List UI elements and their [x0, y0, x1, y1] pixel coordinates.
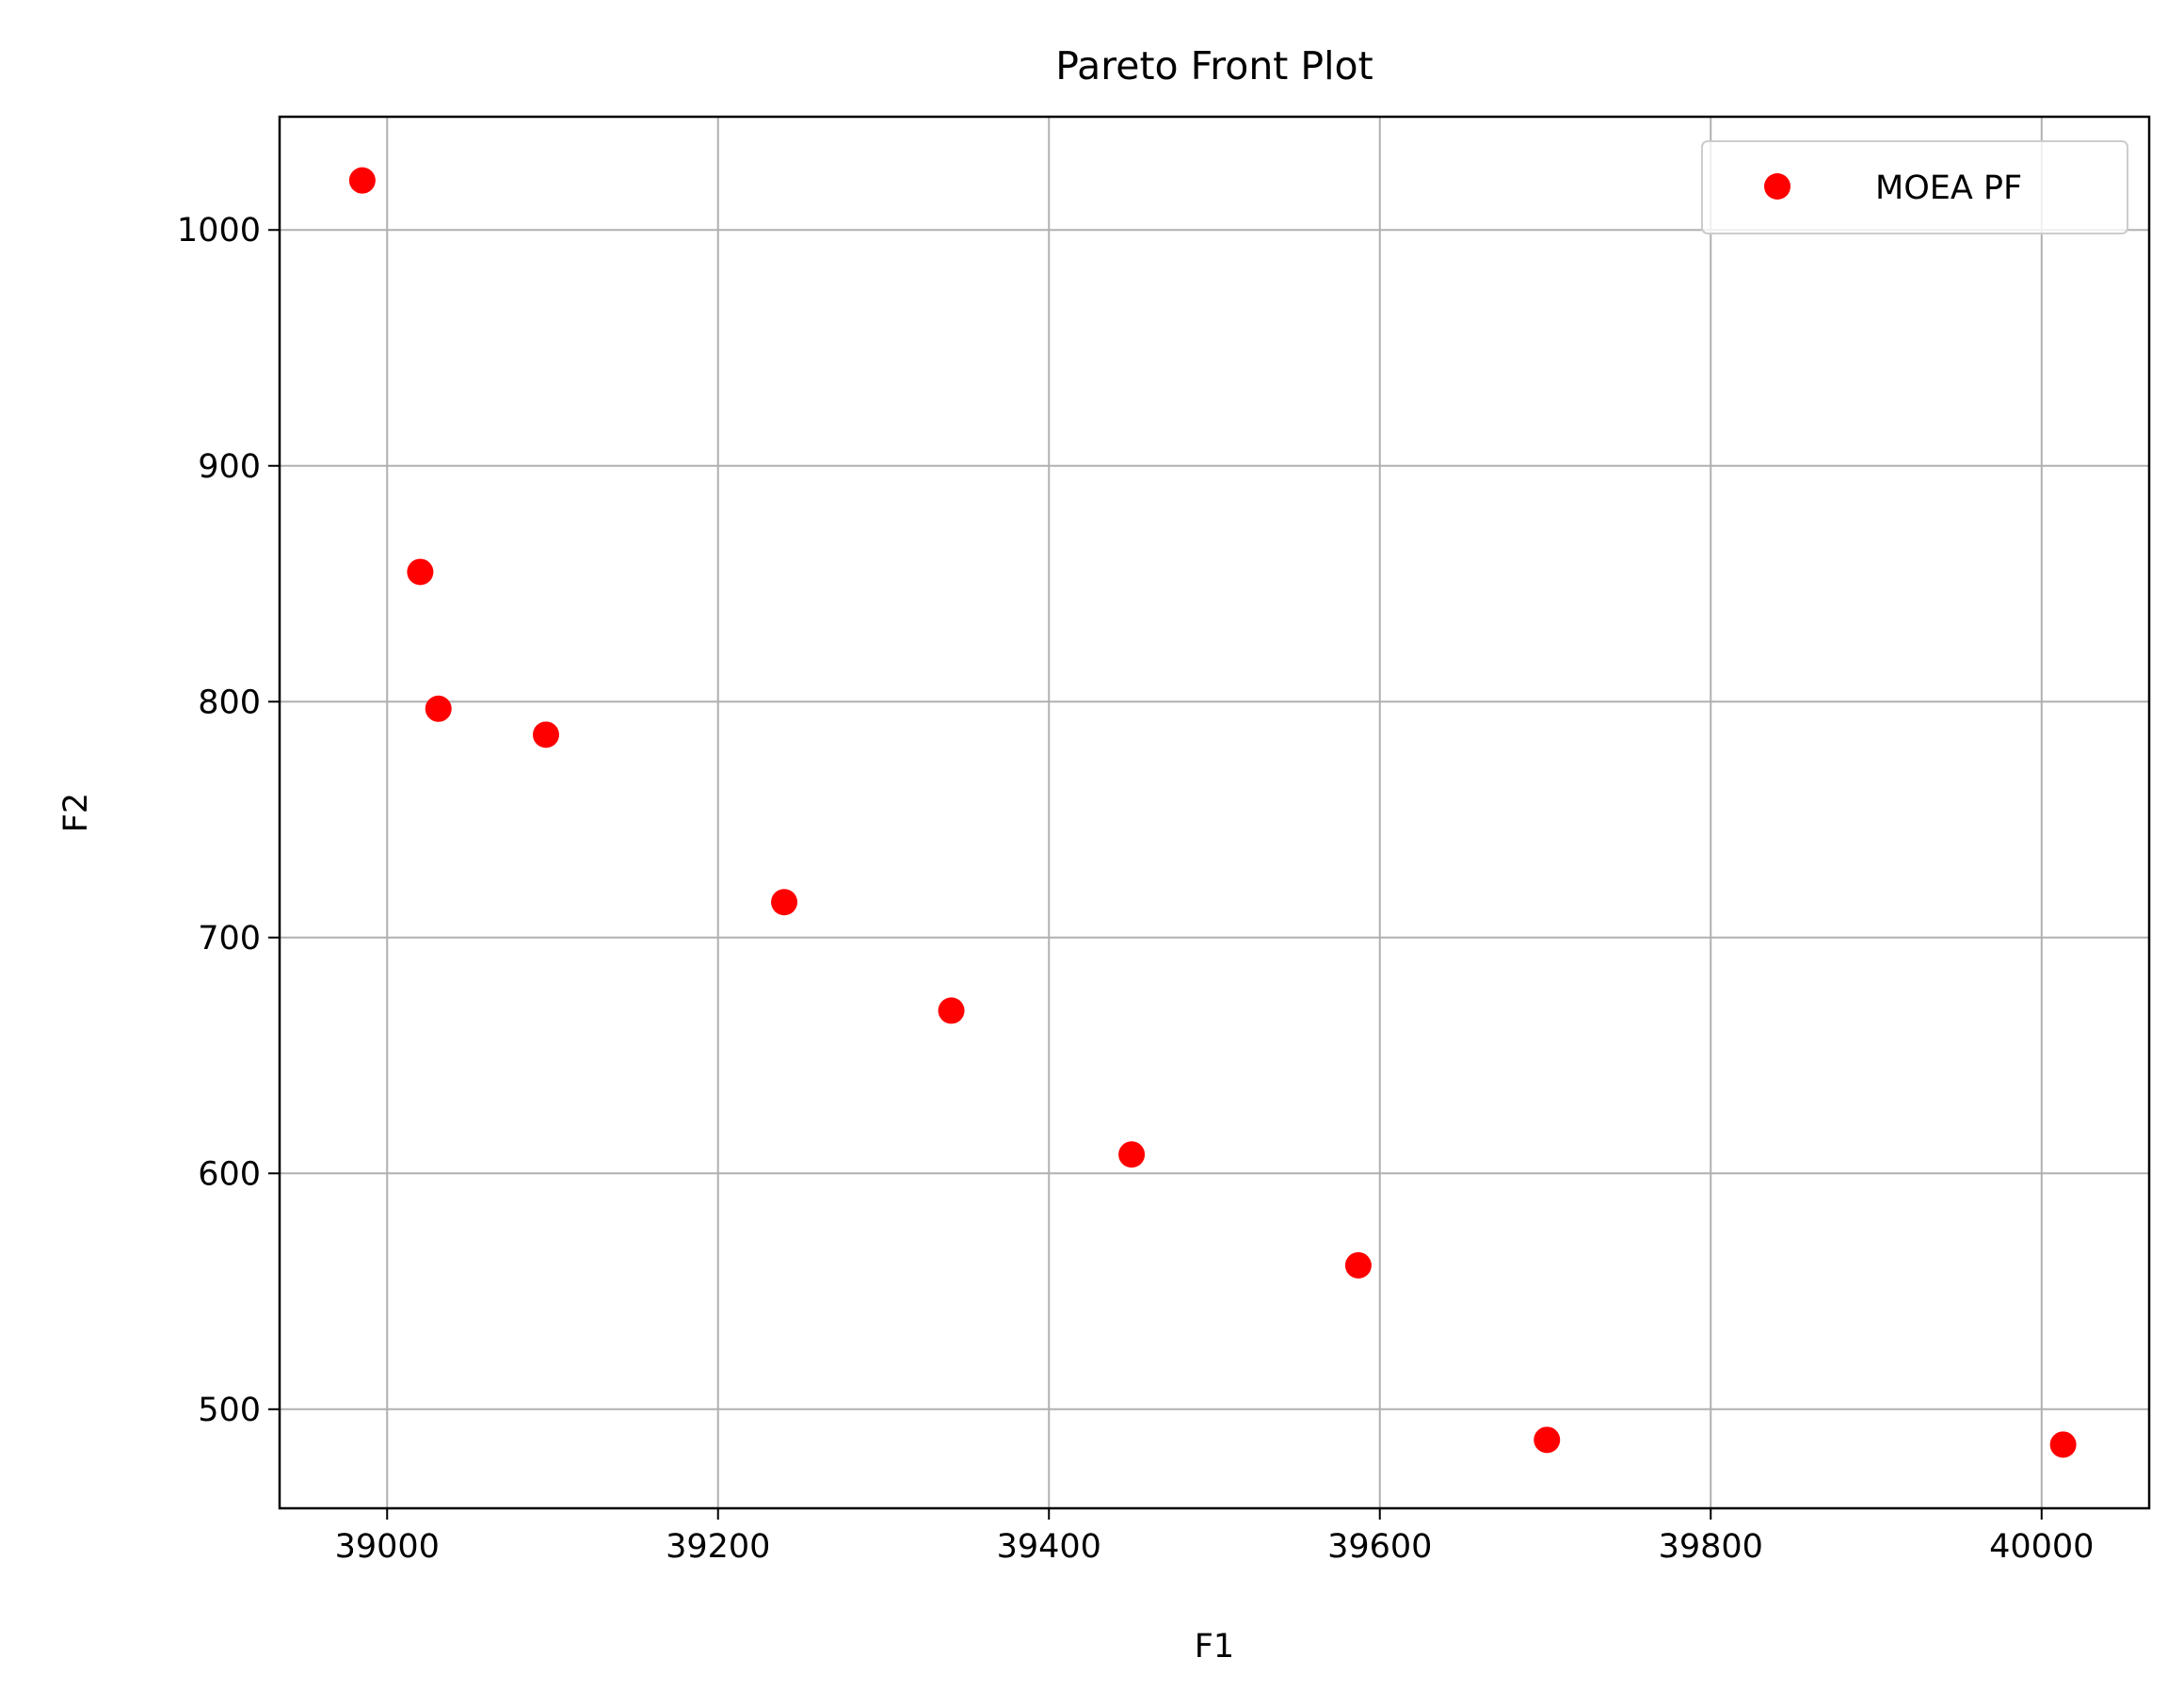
legend-marker — [1764, 173, 1791, 200]
legend-box — [1701, 140, 2128, 234]
legend-label: MOEA PF — [1875, 169, 2022, 207]
data-point — [532, 721, 559, 748]
plot-frame — [278, 115, 2151, 1510]
data-point — [771, 889, 798, 916]
x-axis-label: F1 — [1195, 1628, 1234, 1666]
x-tick-label: 39800 — [1659, 1528, 1763, 1566]
y-tick-label: 700 — [198, 920, 261, 958]
data-point — [1118, 1141, 1146, 1168]
chart-title: Pareto Front Plot — [1055, 43, 1373, 89]
data-point — [2049, 1431, 2077, 1458]
y-axis-label: F2 — [57, 793, 95, 832]
x-tick-label: 39600 — [1327, 1528, 1432, 1566]
data-point — [1534, 1426, 1561, 1454]
x-tick-label: 40000 — [1989, 1528, 2094, 1566]
y-tick-label: 800 — [198, 684, 261, 721]
grid-lines — [280, 117, 2149, 1508]
x-tick-label: 39000 — [335, 1528, 440, 1566]
y-tick-label: 900 — [198, 448, 261, 486]
data-point — [1344, 1251, 1372, 1279]
y-tick-label: 1000 — [177, 212, 261, 249]
axis-ticks: 39000 39200 39400 39600 39800 40000 500 600 700 8… — [177, 212, 2095, 1566]
y-tick-label: 500 — [198, 1392, 261, 1429]
data-point — [407, 558, 434, 586]
data-point — [938, 997, 965, 1024]
data-points — [348, 167, 2077, 1458]
data-point — [348, 167, 376, 194]
data-point — [425, 695, 452, 722]
x-tick-label: 39400 — [997, 1528, 1101, 1566]
legend: MOEA PF — [1701, 140, 2128, 234]
x-tick-label: 39200 — [666, 1528, 770, 1566]
y-tick-label: 600 — [198, 1155, 261, 1193]
